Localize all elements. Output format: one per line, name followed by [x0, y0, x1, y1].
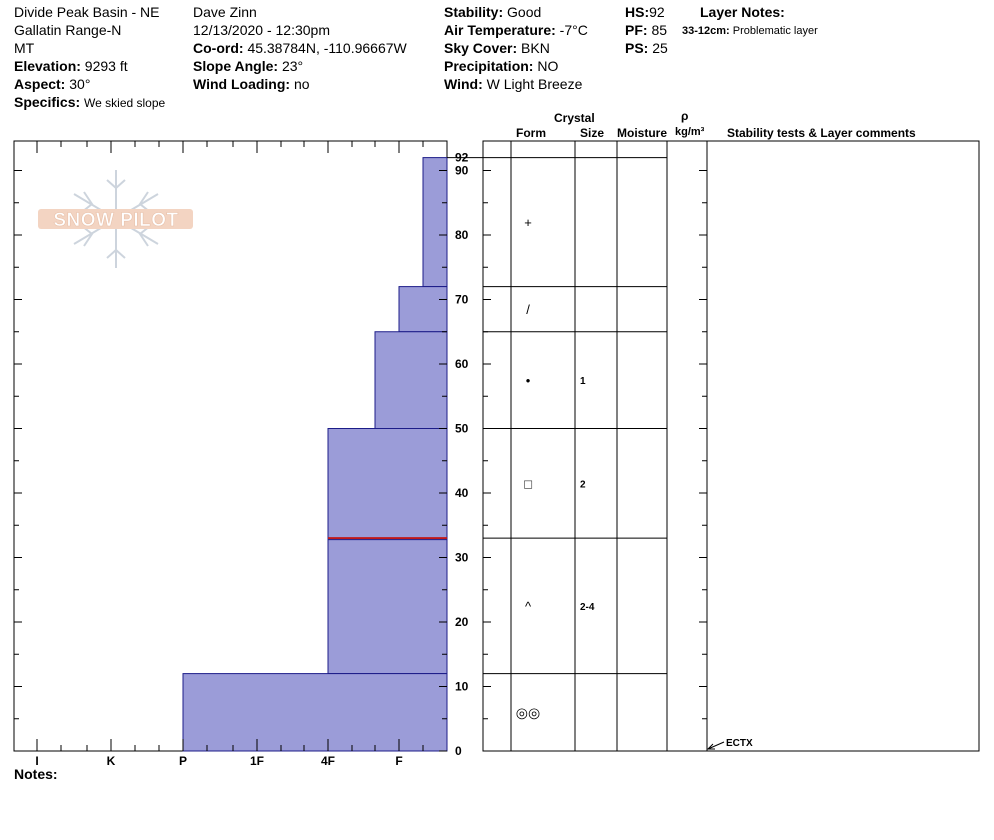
- pf-row: PF: 85: [625, 21, 667, 39]
- layer-note: 33-12cm: Problematic layer: [682, 22, 818, 40]
- hardness-bar-1: [398, 286, 448, 333]
- precip-value: NO: [537, 58, 559, 74]
- observer: Dave Zinn: [193, 4, 257, 20]
- stability-row: Stability: Good: [444, 3, 541, 21]
- hs-row: HS:92: [625, 3, 665, 21]
- hardness-label-4F: 4F: [321, 754, 335, 768]
- layer-table-frame: [482, 140, 980, 752]
- slope-row: Slope Angle: 23°: [193, 57, 303, 75]
- state: MT: [14, 40, 35, 56]
- hardness-label-K: K: [107, 754, 116, 768]
- depth-label-60: 60: [455, 357, 469, 371]
- depth-label-50: 50: [455, 422, 469, 436]
- slope-label: Slope Angle:: [193, 58, 279, 74]
- size-header: Size: [580, 126, 605, 140]
- hs-label: HS:: [625, 4, 650, 20]
- sky-label: Sky Cover:: [444, 40, 518, 56]
- slope-value: 23°: [281, 58, 304, 74]
- airtemp-row: Air Temperature: -7°C: [444, 21, 588, 39]
- grain-form-3: □: [524, 476, 532, 491]
- hardness-bar-2: [374, 331, 448, 429]
- elevation-label: Elevation:: [14, 58, 81, 74]
- test-pointer-0: [707, 741, 725, 750]
- test-label-0: ECTX: [726, 738, 753, 749]
- range: Gallatin Range-N: [14, 22, 122, 38]
- elevation-row: Elevation: 9293 ft: [14, 57, 128, 75]
- stability-label: Stability:: [444, 4, 504, 20]
- wind-label: Wind:: [444, 76, 483, 92]
- ps-row: PS: 25: [625, 39, 668, 57]
- hardness-label-I: I: [35, 754, 38, 768]
- grain-size-2: 1: [580, 376, 586, 387]
- sky-row: Sky Cover: BKN: [444, 39, 550, 57]
- depth-label-90: 90: [455, 164, 469, 178]
- aspect-label: Aspect:: [14, 76, 66, 92]
- hardness-label-F: F: [395, 754, 402, 768]
- density-unit: kg/m³: [675, 126, 705, 138]
- rho-header: ρ: [681, 109, 689, 123]
- datetime: 12/13/2020 - 12:30pm: [193, 22, 330, 38]
- windload-value: no: [293, 76, 310, 92]
- grain-size-3: 2: [580, 479, 586, 490]
- logo-text: SNOW PILOT: [53, 210, 178, 231]
- hs-value: 92: [649, 4, 665, 20]
- snowpilot-logo: SNOW PILOT: [38, 170, 193, 268]
- layer-note-text: Problematic layer: [732, 25, 818, 37]
- depth-label-80: 80: [455, 228, 469, 242]
- depth-label-30: 30: [455, 551, 469, 565]
- form-header: Form: [516, 126, 546, 140]
- layer-notes-label: Layer Notes:: [700, 4, 785, 20]
- specifics-row: Specifics: We skied slope: [14, 93, 165, 112]
- airtemp-value: -7°C: [559, 22, 588, 38]
- grain-form-5: ◎◎: [516, 704, 540, 720]
- hardness-bar-0: [422, 157, 448, 288]
- hardness-bar-5: [182, 673, 448, 752]
- aspect-value: 30°: [69, 76, 91, 92]
- grain-form-4: ^: [525, 599, 532, 614]
- stability-value: Good: [507, 4, 542, 20]
- hardness-label-1F: 1F: [250, 754, 264, 768]
- windload-row: Wind Loading: no: [193, 75, 310, 93]
- precip-label: Precipitation:: [444, 58, 534, 74]
- sky-value: BKN: [521, 40, 550, 56]
- pf-value: 85: [651, 22, 668, 38]
- depth-label-40: 40: [455, 486, 469, 500]
- depth-label-70: 70: [455, 293, 469, 307]
- stability-tests-header: Stability tests & Layer comments: [727, 126, 916, 140]
- wind-value: W Light Breeze: [486, 76, 583, 92]
- depth-label-10: 10: [455, 680, 469, 694]
- location: Divide Peak Basin - NE: [14, 4, 160, 20]
- notes-label: Notes:: [14, 766, 58, 782]
- precip-row: Precipitation: NO: [444, 57, 558, 75]
- depth-label-0: 0: [455, 744, 462, 758]
- coord-label: Co-ord:: [193, 40, 244, 56]
- airtemp-label: Air Temperature:: [444, 22, 556, 38]
- windload-label: Wind Loading:: [193, 76, 291, 92]
- ps-value: 25: [652, 40, 668, 56]
- moisture-header: Moisture: [617, 126, 668, 140]
- crystal-header: Crystal: [554, 111, 595, 125]
- grain-size-4: 2-4: [580, 602, 595, 613]
- elevation-value: 9293 ft: [84, 58, 128, 74]
- grain-form-0: +: [524, 215, 532, 230]
- grain-form-1: /: [526, 302, 530, 317]
- hs-depth-label: 92: [455, 151, 469, 165]
- coord-row: Co-ord: 45.38784N, -110.96667W: [193, 39, 407, 57]
- specifics-value: We skied slope: [84, 96, 166, 110]
- hardness-bar-4: [327, 537, 448, 675]
- aspect-row: Aspect: 30°: [14, 75, 90, 93]
- depth-label-20: 20: [455, 615, 469, 629]
- hardness-bar-3: [327, 428, 448, 539]
- grain-form-2: •: [526, 373, 531, 388]
- specifics-label: Specifics:: [14, 94, 81, 110]
- pf-label: PF:: [625, 22, 648, 38]
- ps-label: PS:: [625, 40, 649, 56]
- logo-band: [38, 209, 193, 229]
- wind-row: Wind: W Light Breeze: [444, 75, 582, 93]
- coord-value: 45.38784N, -110.96667W: [247, 40, 407, 56]
- layer-note-range: 33-12cm:: [682, 25, 730, 37]
- test-arrow-icon-0: [706, 743, 715, 750]
- hardness-label-P: P: [179, 754, 187, 768]
